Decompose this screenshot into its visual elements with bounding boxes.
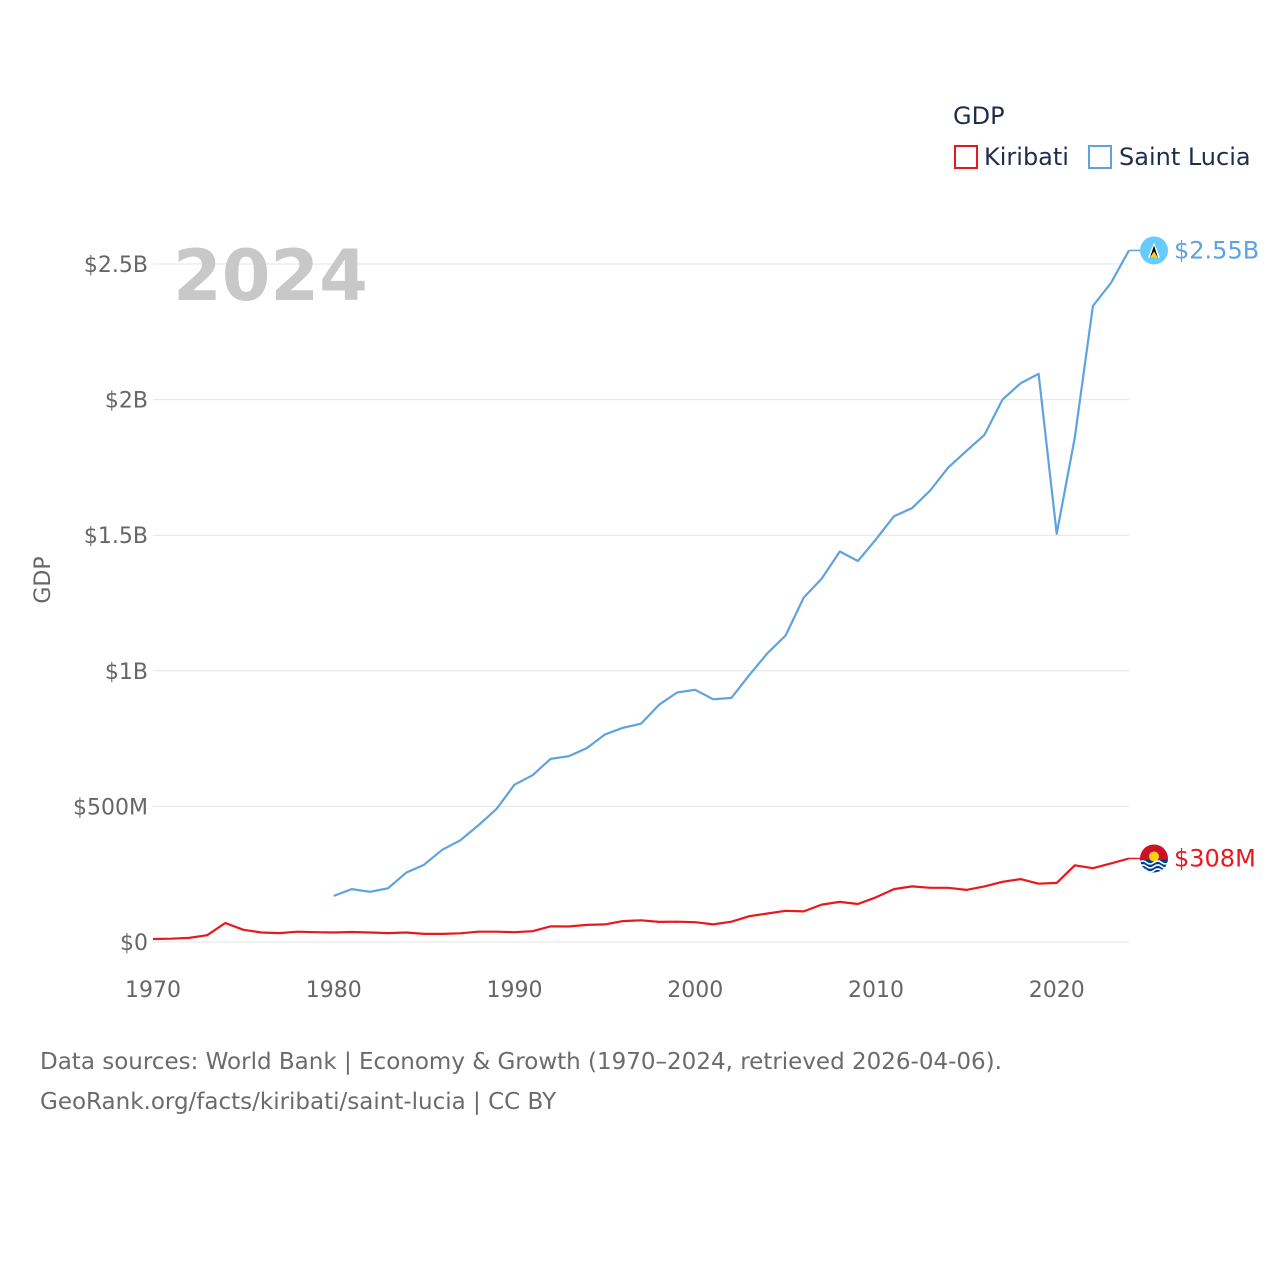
legend-swatch-kiribati[interactable] bbox=[954, 145, 978, 169]
legend-label-kiribati[interactable]: Kiribati bbox=[984, 143, 1069, 171]
y-tick-label: $1B bbox=[105, 660, 148, 685]
end-value-label-saint-lucia: $2.55B bbox=[1174, 236, 1259, 264]
y-tick-label: $1.5B bbox=[84, 524, 148, 549]
x-tick-label: 2000 bbox=[667, 978, 723, 1003]
end-markers: $308M $2.55B bbox=[1129, 236, 1259, 873]
series-line-kiribati bbox=[152, 857, 1130, 941]
y-tick-label: $2.5B bbox=[84, 253, 148, 278]
x-tick-label: 1970 bbox=[125, 978, 181, 1003]
x-tick-label: 2020 bbox=[1029, 978, 1085, 1003]
y-tick-label: $2B bbox=[105, 389, 148, 414]
legend-label-saint-lucia[interactable]: Saint Lucia bbox=[1119, 143, 1251, 171]
series-lines bbox=[152, 249, 1130, 941]
flag-icon-saint-lucia bbox=[1140, 236, 1168, 265]
source-line-1: Data sources: World Bank | Economy & Gro… bbox=[40, 1049, 1002, 1075]
y-axis-label: GDP bbox=[31, 556, 56, 603]
source-line-2: GeoRank.org/facts/kiribati/saint-lucia |… bbox=[40, 1089, 557, 1115]
gridlines bbox=[153, 263, 1129, 943]
legend-title: GDP bbox=[953, 102, 1005, 130]
flag-icon-kiribati bbox=[1140, 844, 1168, 873]
series-line-saint-lucia bbox=[333, 249, 1130, 897]
x-axis-ticks: 1970 1980 1990 2000 2010 2020 bbox=[125, 978, 1085, 1003]
year-label: 2024 bbox=[173, 235, 368, 317]
y-tick-label: $0 bbox=[120, 931, 148, 956]
x-tick-label: 2010 bbox=[848, 978, 904, 1003]
gdp-chart: $0 $500M $1B $1.5B $2B $2.5B 1970 1980 1990 2000… bbox=[31, 102, 1259, 1003]
y-axis-ticks: $0 $500M $1B $1.5B $2B $2.5B bbox=[73, 253, 148, 956]
y-tick-label: $500M bbox=[73, 795, 148, 820]
source-note: Data sources: World Bank | Economy & Gro… bbox=[40, 1042, 1240, 1122]
x-tick-label: 1990 bbox=[486, 978, 542, 1003]
legend-swatch-saint-lucia[interactable] bbox=[1088, 145, 1112, 169]
end-value-label-kiribati: $308M bbox=[1174, 844, 1256, 872]
legend: GDP Kiribati Saint Lucia bbox=[953, 102, 1251, 171]
x-tick-label: 1980 bbox=[306, 978, 362, 1003]
